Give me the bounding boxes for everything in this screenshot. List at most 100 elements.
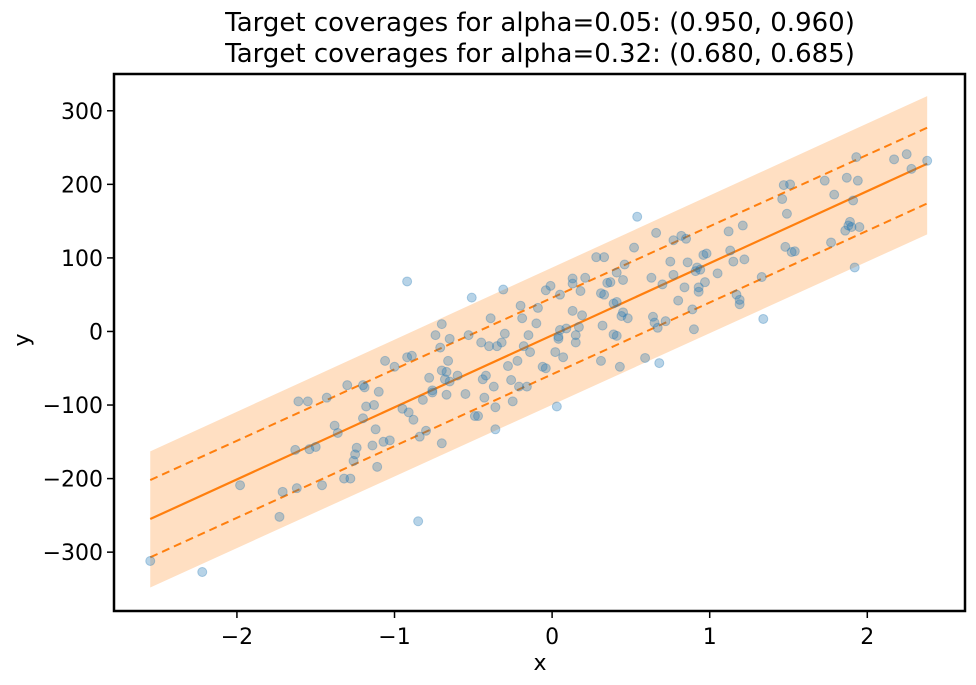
data-point	[846, 222, 857, 233]
data-point	[580, 272, 591, 283]
data-point	[591, 252, 602, 263]
data-point	[439, 374, 450, 385]
data-point	[145, 555, 156, 566]
data-point	[304, 444, 315, 455]
data-point	[567, 305, 578, 316]
data-point	[781, 208, 792, 219]
data-point	[488, 381, 499, 392]
data-point	[734, 299, 745, 310]
data-point	[665, 256, 676, 267]
data-point	[786, 247, 797, 258]
x-tick-label: −1	[378, 625, 410, 650]
data-point	[698, 249, 709, 260]
data-point	[851, 152, 862, 163]
data-point	[372, 461, 383, 472]
data-point	[654, 358, 665, 369]
data-point	[417, 394, 428, 405]
data-point	[688, 324, 699, 335]
data-point	[737, 220, 748, 231]
data-point	[668, 269, 679, 280]
data-point	[499, 328, 510, 339]
data-point	[441, 389, 452, 400]
data-point	[444, 333, 455, 344]
data-point	[329, 420, 340, 431]
data-point	[317, 480, 328, 491]
data-point	[512, 355, 523, 366]
data-point	[452, 370, 463, 381]
data-point	[575, 286, 586, 297]
data-point	[629, 242, 640, 253]
data-point	[532, 302, 543, 313]
data-point	[277, 486, 288, 497]
data-point	[554, 324, 565, 335]
data-point	[498, 284, 509, 295]
data-point	[496, 337, 507, 348]
data-point	[463, 330, 474, 341]
data-point	[632, 211, 643, 222]
data-point	[673, 295, 684, 306]
data-point	[844, 216, 855, 227]
data-point	[477, 374, 488, 385]
data-point	[443, 355, 454, 366]
data-point	[339, 473, 350, 484]
data-point	[614, 361, 625, 372]
data-point	[491, 341, 502, 352]
data-point	[408, 414, 419, 425]
data-point	[274, 511, 285, 522]
data-point	[321, 392, 332, 403]
y-tick-label: −200	[43, 468, 103, 493]
data-point	[389, 361, 400, 372]
data-point	[506, 375, 517, 386]
y-tick-label: 0	[89, 320, 103, 345]
data-point	[780, 241, 791, 252]
data-point	[551, 401, 562, 412]
data-point	[758, 313, 769, 324]
data-point	[618, 274, 629, 285]
data-point	[660, 316, 671, 327]
data-point	[849, 262, 860, 273]
x-axis-label: x	[533, 651, 546, 676]
data-point	[693, 282, 704, 293]
y-tick-label: 100	[61, 247, 103, 272]
y-tick-label: 200	[61, 173, 103, 198]
data-point	[540, 363, 551, 374]
data-point	[293, 396, 304, 407]
data-point	[567, 278, 578, 289]
data-point	[435, 342, 446, 353]
y-tick-label: −300	[43, 541, 103, 566]
data-point	[906, 163, 917, 174]
data-point	[370, 424, 381, 435]
data-point	[351, 442, 362, 453]
data-point	[852, 175, 863, 186]
data-point	[597, 320, 608, 331]
data-point	[843, 220, 854, 231]
data-point	[649, 317, 660, 328]
data-point	[599, 289, 610, 300]
data-point	[646, 272, 657, 283]
data-point	[550, 347, 561, 358]
data-point	[523, 330, 534, 341]
data-point	[441, 366, 452, 377]
data-point	[608, 298, 619, 309]
data-point	[693, 286, 704, 297]
data-point	[619, 259, 630, 270]
data-point	[690, 266, 701, 277]
data-point	[480, 370, 491, 381]
data-point	[618, 307, 629, 318]
data-point	[424, 372, 435, 383]
data-point	[777, 194, 788, 205]
data-point	[595, 355, 606, 366]
data-point	[359, 382, 370, 393]
data-point	[605, 277, 616, 288]
data-point	[515, 300, 526, 311]
data-point	[540, 285, 551, 296]
x-tick-label: −2	[221, 625, 253, 650]
data-point	[841, 172, 852, 183]
data-point	[380, 355, 391, 366]
data-point	[479, 392, 490, 403]
data-point	[525, 347, 536, 358]
data-point	[567, 273, 578, 284]
data-point	[507, 396, 518, 407]
data-point	[647, 311, 658, 322]
data-point	[922, 155, 933, 166]
